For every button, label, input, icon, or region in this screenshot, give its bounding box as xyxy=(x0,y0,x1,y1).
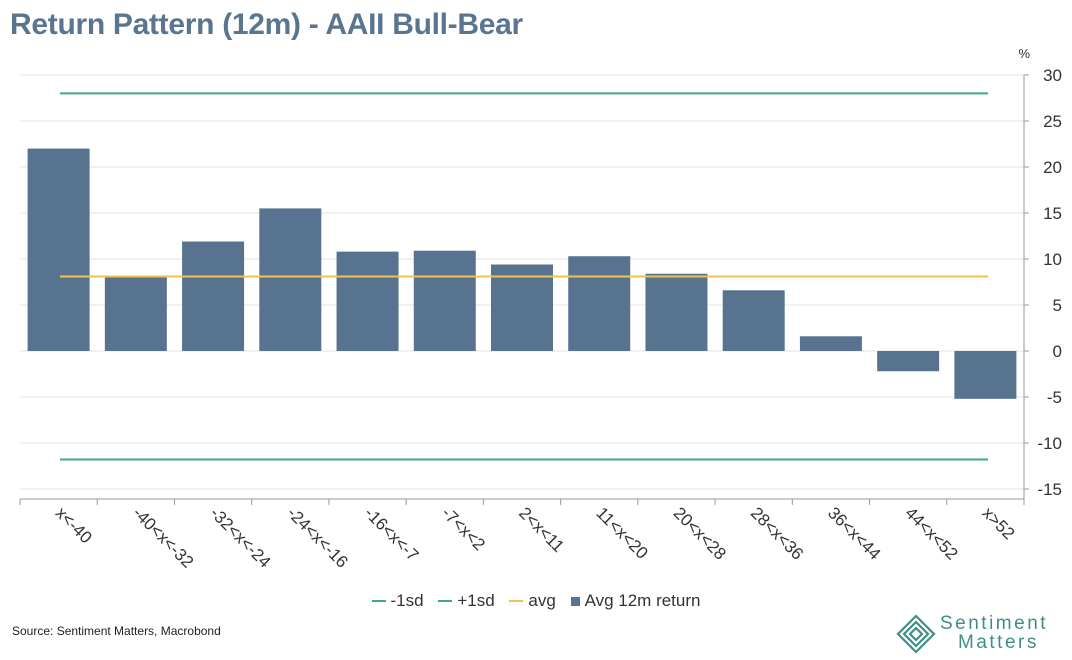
legend-item-avg-12m-return: Avg 12m return xyxy=(570,590,701,611)
y-unit-label: % xyxy=(1018,46,1030,61)
y-tick-label: -15 xyxy=(1037,480,1062,499)
x-tick-label: 28<x<36 xyxy=(747,503,807,563)
legend-label-avg: avg xyxy=(528,590,556,610)
x-tick-label: 44<x<52 xyxy=(901,503,961,563)
x-tick-label: 20<x<28 xyxy=(670,503,730,563)
bar xyxy=(27,148,90,351)
bars xyxy=(27,148,1017,399)
legend-label-minus-1sd: -1sd xyxy=(390,590,424,610)
x-tick-label: 36<x<44 xyxy=(824,503,884,563)
x-tick-label: -40<x<-32 xyxy=(129,503,197,571)
logo-line-1: Sentiment xyxy=(940,613,1049,634)
legend-item-avg: avg xyxy=(509,590,556,611)
y-tick-label: 5 xyxy=(1053,296,1062,315)
x-tick-label: x<-40 xyxy=(52,503,96,547)
bar xyxy=(799,336,862,351)
bar xyxy=(104,277,167,351)
chart-title: Return Pattern (12m) - AAII Bull-Bear xyxy=(10,8,523,41)
y-tick-label: 10 xyxy=(1043,250,1062,269)
bar xyxy=(336,251,399,351)
legend-label-plus-1sd: +1sd xyxy=(457,590,495,610)
sentiment-matters-logo: Sentiment Matters xyxy=(896,612,1066,656)
x-tick-label: -7<x<2 xyxy=(438,503,489,554)
legend-item-minus-1sd: -1sd xyxy=(371,590,424,611)
diamond-logo-icon xyxy=(896,614,936,654)
legend: -1sd +1sd avg Avg 12m return xyxy=(0,590,1072,611)
bar xyxy=(491,264,553,351)
legend-swatch-minus-1sd xyxy=(371,600,386,603)
bar xyxy=(413,250,476,351)
bar xyxy=(182,241,245,351)
legend-label-avg-12m-return: Avg 12m return xyxy=(584,590,701,610)
y-tick-label: 25 xyxy=(1043,112,1062,131)
logo-line-2: Matters xyxy=(958,632,1039,653)
bar xyxy=(568,256,631,351)
y-tick-label: 20 xyxy=(1043,158,1062,177)
legend-swatch-avg xyxy=(509,600,524,603)
x-tick-label: -24<x<-16 xyxy=(283,503,351,571)
x-tick-label: x>52 xyxy=(979,503,1019,543)
x-tick-label: -32<x<-24 xyxy=(206,503,274,571)
y-tick-label: 15 xyxy=(1043,204,1062,223)
bar xyxy=(877,351,940,372)
bar xyxy=(954,351,1017,399)
x-tick-label: 11<x<20 xyxy=(592,503,651,562)
bar xyxy=(259,208,322,351)
logo-wordmark: Sentiment Matters xyxy=(940,614,1048,652)
y-tick-label: -5 xyxy=(1047,388,1062,407)
y-tick-label: -10 xyxy=(1037,434,1062,453)
legend-swatch-plus-1sd xyxy=(438,600,453,603)
bar xyxy=(722,290,785,351)
x-tick-label: 2<x<11 xyxy=(515,503,568,556)
reference-lines xyxy=(60,92,988,461)
bar xyxy=(645,273,708,351)
x-tick-label: -16<x<-7 xyxy=(361,503,423,565)
y-tick-label: 30 xyxy=(1043,66,1062,85)
y-tick-label: 0 xyxy=(1053,342,1062,361)
legend-item-plus-1sd: +1sd xyxy=(438,590,495,611)
legend-swatch-avg-12m-return xyxy=(570,596,580,606)
source-note: Source: Sentiment Matters, Macrobond xyxy=(12,624,221,638)
